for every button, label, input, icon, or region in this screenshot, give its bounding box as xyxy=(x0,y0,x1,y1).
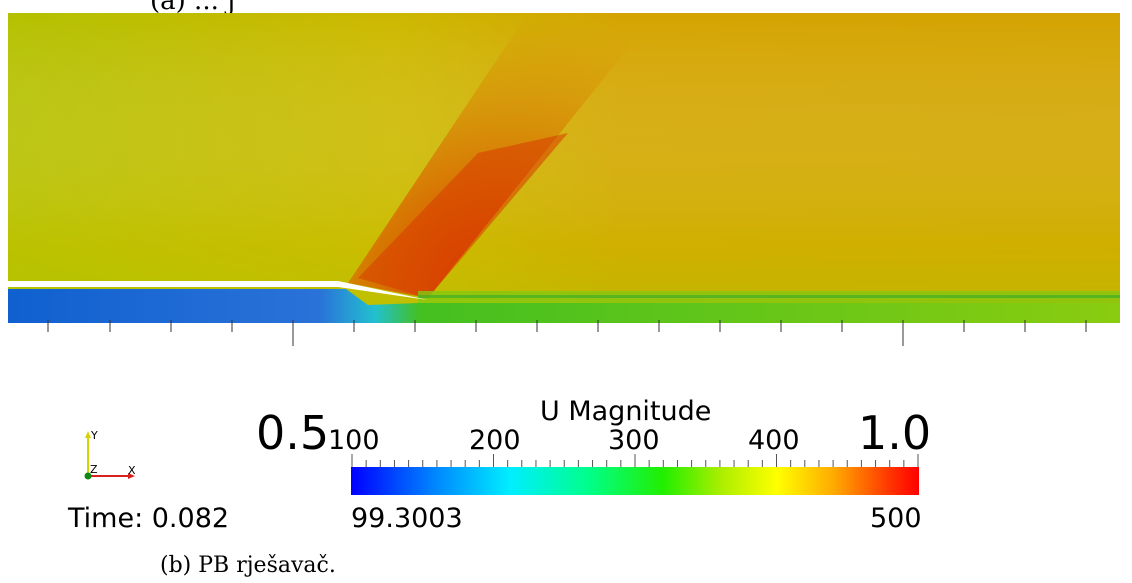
colorbar-min-label: 99.3003 xyxy=(351,503,463,534)
x-ruler-ticks xyxy=(47,320,1087,346)
svg-text:X: X xyxy=(128,464,136,477)
figure-caption: (b) PB rješavač. xyxy=(160,553,336,578)
colorbar-ticks xyxy=(351,454,919,468)
svg-text:Z: Z xyxy=(90,463,98,476)
colorbar-tick-label: 100 xyxy=(328,425,380,456)
previous-subfigure-caption: (a) ... j xyxy=(150,0,236,16)
colorbar xyxy=(351,467,919,495)
colorbar-tick-label: 400 xyxy=(748,425,800,456)
velocity-field-plot xyxy=(8,13,1120,323)
scale-left-label: 0.5 xyxy=(256,406,330,460)
colorbar-title: U Magnitude xyxy=(540,396,712,427)
colorbar-tick-label: 200 xyxy=(469,425,521,456)
scale-right-label: 1.0 xyxy=(858,406,932,460)
time-label: Time: 0.082 xyxy=(68,503,230,534)
svg-text:Y: Y xyxy=(90,429,98,442)
colorbar-max-label: 500 xyxy=(870,503,922,534)
colorbar-tick-label: 300 xyxy=(608,425,660,456)
orientation-axes-icon: Y Z X xyxy=(84,429,136,480)
